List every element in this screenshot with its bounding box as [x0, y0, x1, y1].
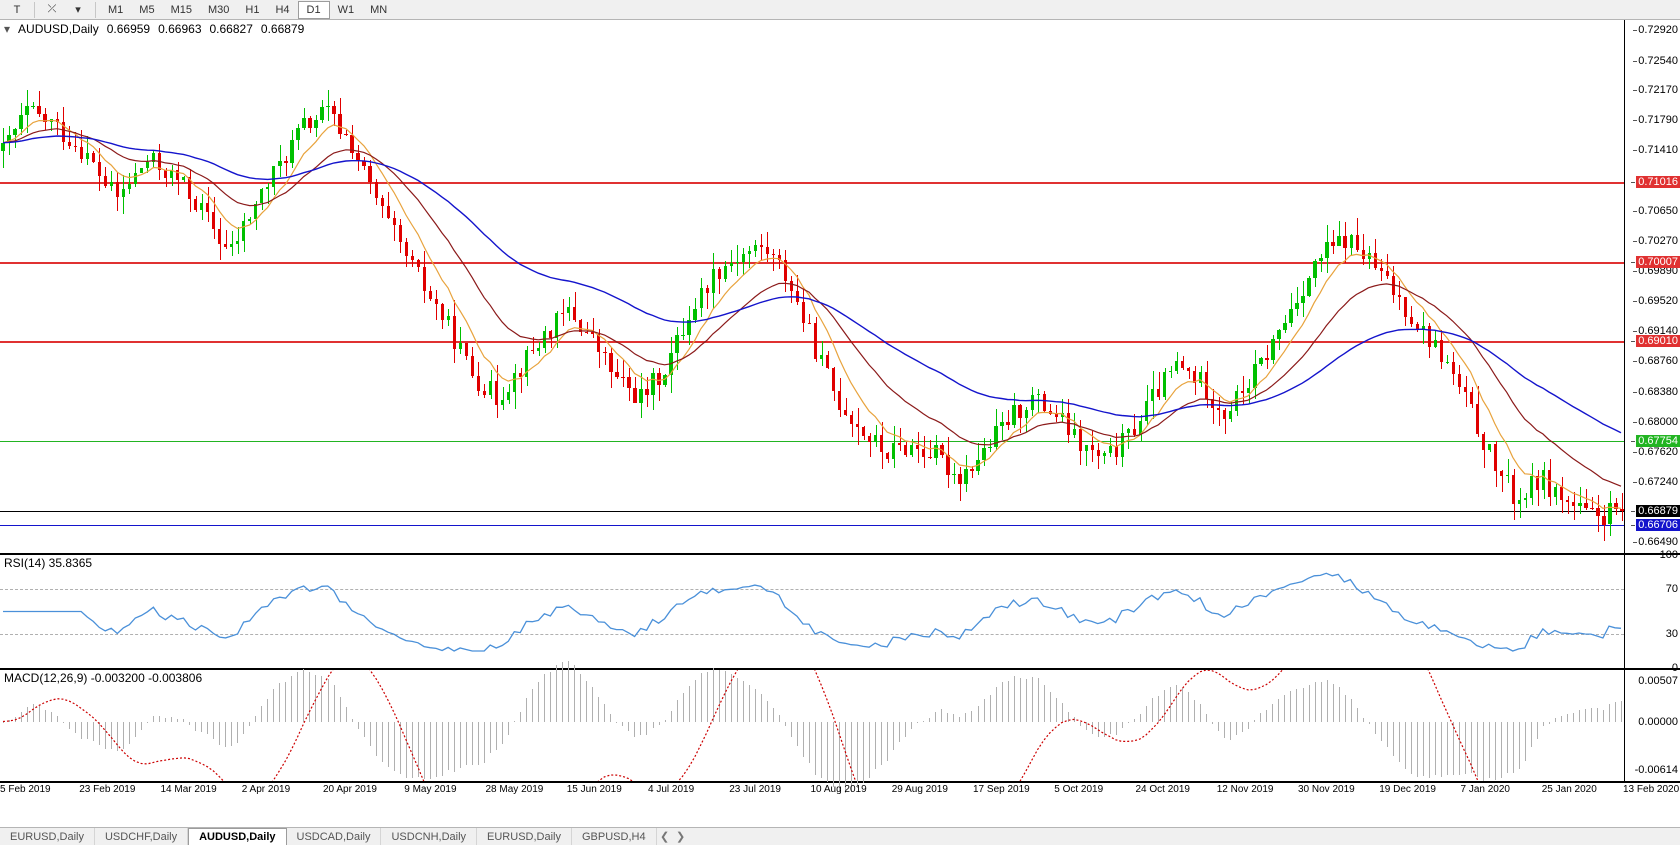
macd-tick-label: 0.00000: [1638, 716, 1678, 728]
date-axis-label: 14 Mar 2019: [161, 784, 217, 795]
tf-mn[interactable]: MN: [362, 1, 395, 19]
tf-d1[interactable]: D1: [298, 1, 330, 19]
text-tool-icon[interactable]: T: [4, 1, 30, 19]
date-axis-label: 24 Oct 2019: [1136, 784, 1190, 795]
chart-toolbar: T ⤫ ▾ M1 M5 M15 M30 H1 H4 D1 W1 MN: [0, 0, 1680, 20]
macd-title: MACD(12,26,9) -0.003200 -0.003806: [4, 671, 202, 685]
price-line-label: 0.66706: [1636, 519, 1680, 531]
candlestick-plot-area[interactable]: [0, 20, 1625, 553]
date-axis-label: 9 May 2019: [404, 784, 456, 795]
rsi-plot-area[interactable]: [0, 555, 1625, 668]
date-axis-label: 7 Jan 2020: [1461, 784, 1511, 795]
ma-line: [3, 121, 1621, 509]
date-axis-label: 29 Aug 2019: [892, 784, 948, 795]
date-axis-label: 20 Apr 2019: [323, 784, 377, 795]
macd-plot-area[interactable]: [0, 670, 1625, 781]
tf-m30[interactable]: M30: [200, 1, 237, 19]
price-y-axis: 0.72920 0.72540 0.72170 0.71790 0.71410 0.706…: [1625, 20, 1680, 553]
date-axis-label: 10 Aug 2019: [811, 784, 867, 795]
price-tick-label: 0.69520: [1638, 295, 1678, 307]
macd-signal-path: [3, 670, 1621, 781]
date-axis-label: 4 Jul 2019: [648, 784, 694, 795]
ohlc-close: 0.66879: [261, 22, 304, 36]
price-tick-label: 0.66490: [1638, 536, 1678, 548]
date-axis-label: 12 Nov 2019: [1217, 784, 1274, 795]
tab-usdcad[interactable]: USDCAD,Daily: [287, 828, 382, 845]
tf-h4[interactable]: H4: [267, 1, 297, 19]
ohlc-high: 0.66963: [158, 22, 201, 36]
date-axis-label: 17 Sep 2019: [973, 784, 1030, 795]
trading-platform-window: T ⤫ ▾ M1 M5 M15 M30 H1 H4 D1 W1 MN ▾ AUD…: [0, 0, 1680, 800]
price-tick-label: 0.67620: [1638, 446, 1678, 458]
date-axis-label: 5 Oct 2019: [1054, 784, 1103, 795]
ohlc-low: 0.66827: [210, 22, 253, 36]
date-axis-label: 2 Apr 2019: [242, 784, 290, 795]
macd-tick-label: -0.00614: [1635, 764, 1678, 776]
rsi-tick-label: 30: [1666, 628, 1678, 640]
symbol-ohlc-label: ▾ AUDUSD,Daily 0.66959 0.66963 0.66827 0…: [4, 22, 304, 36]
tab-audusd[interactable]: AUDUSD,Daily: [188, 828, 286, 845]
tab-eurusd[interactable]: EURUSD,Daily: [0, 828, 95, 845]
date-axis-label: 5 Feb 2019: [0, 784, 51, 795]
price-tick-label: 0.71410: [1638, 144, 1678, 156]
tf-h1[interactable]: H1: [237, 1, 267, 19]
price-tick-label: 0.70270: [1638, 235, 1678, 247]
macd-signal-line: [0, 670, 1624, 781]
macd-tick-label: 0.00507: [1638, 675, 1678, 687]
tool-dropdown-icon[interactable]: ▾: [65, 1, 91, 19]
date-axis-label: 19 Dec 2019: [1379, 784, 1436, 795]
price-tick-label: 0.72920: [1638, 24, 1678, 36]
date-axis: 5 Feb 2019 23 Feb 2019 14 Mar 2019 2 Apr 20…: [0, 783, 1680, 800]
symbol-name: AUDUSD,Daily: [18, 22, 99, 36]
tab-gbpusd[interactable]: GBPUSD,H4: [572, 828, 657, 845]
tab-scroll-nav: ❮ ❯: [657, 830, 689, 843]
symbol-tab-bar: EURUSD,Daily USDCHF,Daily AUDUSD,Daily USDC…: [0, 827, 1680, 845]
rsi-line-series: [0, 555, 1624, 668]
rsi-line-path: [3, 573, 1621, 651]
tf-m5[interactable]: M5: [131, 1, 162, 19]
crosshair-tool-icon[interactable]: ⤫: [39, 1, 65, 19]
tab-usdcnh[interactable]: USDCNH,Daily: [381, 828, 477, 845]
rsi-title: RSI(14) 35.8365: [4, 556, 92, 570]
tab-eurusd[interactable]: EURUSD,Daily: [477, 828, 572, 845]
price-line-label: 0.70007: [1636, 256, 1680, 268]
price-line-label: 0.66879: [1636, 505, 1680, 517]
price-tick-label: 0.68000: [1638, 416, 1678, 428]
price-line-label: 0.69010: [1636, 335, 1680, 347]
macd-indicator-panel: MACD(12,26,9) -0.003200 -0.003806 0.0050…: [0, 670, 1680, 783]
price-line-label: 0.67754: [1636, 435, 1680, 447]
moving-average-lines: [0, 20, 1624, 553]
price-tick-label: 0.72170: [1638, 84, 1678, 96]
date-axis-label: 13 Feb 2020: [1623, 784, 1679, 795]
price-tick-label: 0.70650: [1638, 205, 1678, 217]
rsi-tick-label: 70: [1666, 583, 1678, 595]
ma-line: [3, 129, 1621, 487]
date-axis-label: 30 Nov 2019: [1298, 784, 1355, 795]
tf-m1[interactable]: M1: [100, 1, 131, 19]
rsi-indicator-panel: RSI(14) 35.8365 100 70 30 0: [0, 555, 1680, 670]
macd-y-axis: 0.00507 0.00000 -0.00614: [1625, 670, 1680, 781]
price-line-label: 0.71016: [1636, 176, 1680, 188]
date-axis-label: 23 Feb 2019: [79, 784, 135, 795]
timeframe-selector: M1 M5 M15 M30 H1 H4 D1 W1 MN: [100, 1, 395, 19]
price-tick-label: 0.67240: [1638, 476, 1678, 488]
price-tick-label: 0.68380: [1638, 386, 1678, 398]
tf-w1[interactable]: W1: [330, 1, 363, 19]
tab-scroll-left-icon[interactable]: ❮: [657, 830, 673, 843]
tab-usdchf[interactable]: USDCHF,Daily: [95, 828, 188, 845]
tf-m15[interactable]: M15: [163, 1, 200, 19]
ma-line: [3, 136, 1621, 433]
rsi-y-axis: 100 70 30 0: [1625, 555, 1680, 668]
price-tick-label: 0.71790: [1638, 114, 1678, 126]
date-axis-label: 28 May 2019: [486, 784, 544, 795]
ohlc-open: 0.66959: [107, 22, 150, 36]
price-tick-label: 0.72540: [1638, 55, 1678, 67]
price-chart-panel: ▾ AUDUSD,Daily 0.66959 0.66963 0.66827 0…: [0, 20, 1680, 555]
date-axis-label: 25 Jan 2020: [1542, 784, 1597, 795]
price-tick-label: 0.68760: [1638, 355, 1678, 367]
date-axis-label: 15 Jun 2019: [567, 784, 622, 795]
rsi-tick-label: 100: [1660, 549, 1678, 561]
date-axis-label: 23 Jul 2019: [729, 784, 781, 795]
tab-scroll-right-icon[interactable]: ❯: [673, 830, 689, 843]
